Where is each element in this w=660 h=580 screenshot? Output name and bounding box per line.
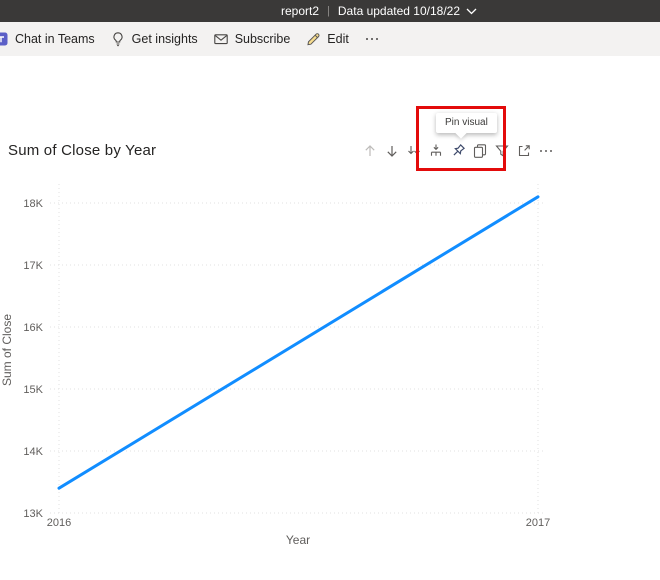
focus-mode-icon[interactable] xyxy=(516,141,532,161)
data-updated-label: Data updated 10/18/22 xyxy=(337,4,460,18)
drill-up-icon[interactable] xyxy=(362,141,378,161)
filter-icon[interactable] xyxy=(494,141,510,161)
action-toolbar: Chat in Teams Get insights Subscribe Edi… xyxy=(0,22,660,56)
lightbulb-icon xyxy=(110,31,126,47)
visual-header-icons xyxy=(362,141,554,161)
subscribe-label: Subscribe xyxy=(234,32,291,46)
chat-in-teams-button[interactable]: Chat in Teams xyxy=(0,31,95,47)
top-bar: report2 | Data updated 10/18/22 xyxy=(0,0,660,22)
subscribe-button[interactable]: Subscribe xyxy=(213,31,291,47)
envelope-icon xyxy=(213,31,229,47)
x-axis-title: Year xyxy=(286,533,310,547)
more-options-icon[interactable] xyxy=(538,141,554,161)
drill-down-icon[interactable] xyxy=(384,141,400,161)
y-tick-label: 17K xyxy=(23,260,43,272)
y-tick-label: 13K xyxy=(23,508,43,520)
chevron-down-icon xyxy=(466,4,477,18)
get-insights-label: Get insights xyxy=(131,32,198,46)
report-name: report2 xyxy=(281,4,320,18)
title-separator: | xyxy=(327,5,330,17)
y-tick-label: 18K xyxy=(23,198,43,210)
pencil-icon xyxy=(305,31,321,47)
chat-in-teams-label: Chat in Teams xyxy=(15,32,95,46)
edit-button[interactable]: Edit xyxy=(305,31,349,47)
y-axis-title: Sum of Close xyxy=(0,314,14,386)
y-tick-label: 16K xyxy=(23,322,43,334)
edit-label: Edit xyxy=(327,32,349,46)
more-icon xyxy=(364,31,380,47)
data-updated-dropdown[interactable]: Data updated 10/18/22 xyxy=(338,4,477,18)
toolbar-more-button[interactable] xyxy=(364,31,380,47)
y-tick-label: 14K xyxy=(23,446,43,458)
line-chart-svg[interactable]: 13K 14K 15K 16K 17K 18K 2016 2017 Year Sum of Clo… xyxy=(0,180,660,560)
visual-title: Sum of Close by Year xyxy=(8,142,157,159)
get-insights-button[interactable]: Get insights xyxy=(110,31,198,47)
pin-visual-tooltip: Pin visual xyxy=(436,113,497,133)
y-tick-label: 15K xyxy=(23,384,43,396)
series-line[interactable] xyxy=(57,195,540,490)
copy-icon[interactable] xyxy=(472,141,488,161)
teams-icon xyxy=(0,31,9,47)
pin-icon[interactable] xyxy=(450,141,466,161)
x-tick-label: 2016 xyxy=(47,517,71,529)
show-next-level-icon[interactable] xyxy=(406,141,422,161)
expand-next-level-icon[interactable] xyxy=(428,141,444,161)
report-title-group: report2 | Data updated 10/18/22 xyxy=(281,4,477,18)
x-tick-label: 2017 xyxy=(526,517,550,529)
